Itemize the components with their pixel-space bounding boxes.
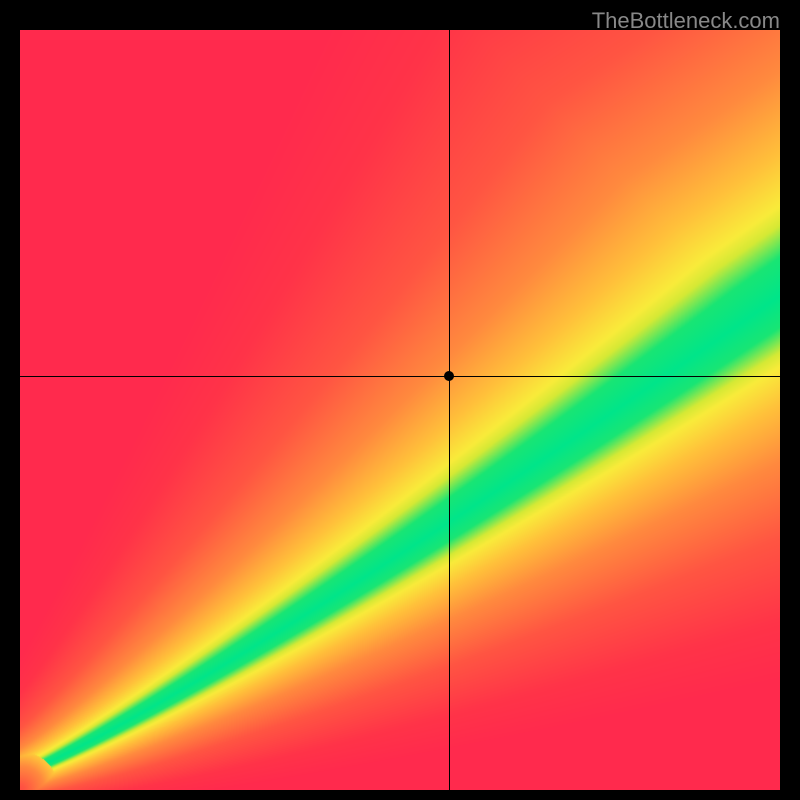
- bottleneck-heatmap-chart: [20, 30, 780, 790]
- crosshair-horizontal: [20, 376, 780, 377]
- heatmap-canvas: [20, 30, 780, 790]
- selection-marker: [444, 371, 454, 381]
- watermark-text: TheBottleneck.com: [592, 8, 780, 34]
- crosshair-vertical: [449, 30, 450, 790]
